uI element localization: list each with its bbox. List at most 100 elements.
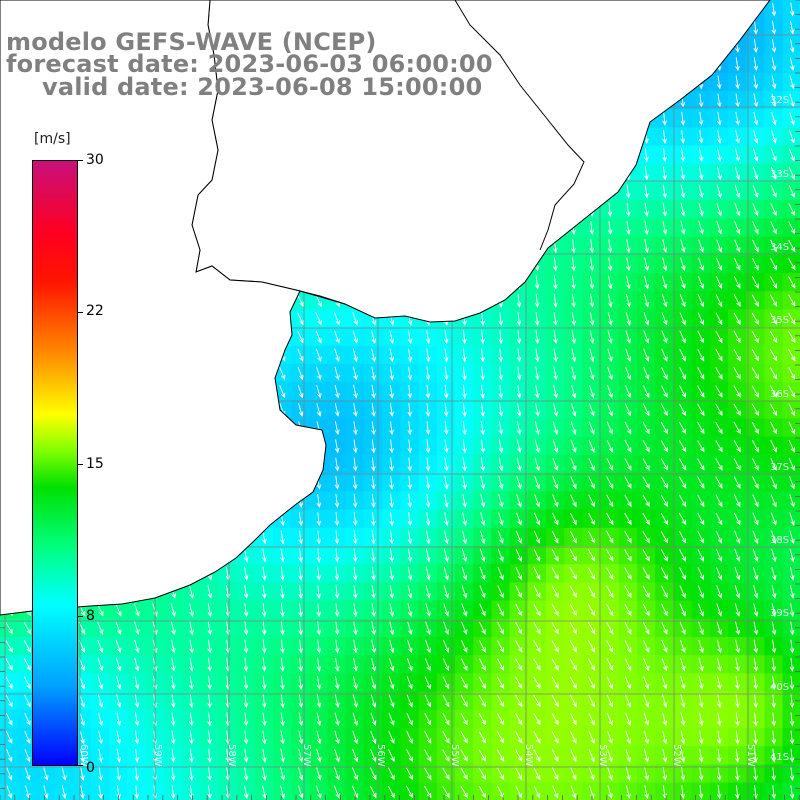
wind-speed-cell — [782, 72, 800, 92]
wind-speed-cell — [782, 564, 800, 583]
wind-arrow — [80, 767, 85, 781]
wind-speed-cell — [782, 182, 800, 201]
wind-arrow — [80, 785, 85, 800]
latitude-label: 34S — [770, 242, 789, 253]
wind-arrow — [189, 730, 194, 745]
wind-arrow — [43, 785, 49, 799]
wind-arrow — [6, 749, 13, 763]
wind-speed-cell — [782, 382, 800, 401]
wind-arrow — [134, 767, 140, 781]
wind-speed-cell — [782, 145, 800, 165]
wind-arrow — [171, 676, 176, 690]
wind-arrow — [170, 694, 176, 709]
colorbar-tick-22: 22 — [86, 303, 104, 319]
wind-arrow — [171, 639, 176, 654]
wind-speed-cell — [782, 127, 800, 147]
colorbar-tickmark — [78, 464, 83, 465]
wind-arrow — [97, 676, 104, 690]
longitude-label: 56W — [375, 744, 386, 767]
wind-arrow — [98, 767, 103, 781]
colorbar-tick-0: 0 — [86, 760, 95, 776]
wind-arrow — [170, 730, 176, 745]
wind-speed-cell — [400, 782, 420, 800]
wind-speed-cell — [382, 782, 401, 800]
wind-speed-cell — [782, 509, 800, 529]
wind-speed-cell — [782, 291, 800, 310]
wind-arrow — [24, 694, 31, 708]
wind-arrow — [97, 639, 104, 654]
wind-arrow — [134, 694, 140, 709]
wind-arrow — [189, 766, 194, 782]
wind-arrow — [189, 657, 194, 672]
wind-speed-cell — [436, 782, 456, 800]
wind-arrow — [134, 712, 140, 727]
wind-speed-cell — [782, 163, 800, 183]
wind-arrow — [98, 712, 104, 727]
wind-arrow — [79, 730, 85, 745]
wind-speed-cell — [473, 782, 492, 800]
wind-arrow — [189, 603, 195, 617]
wind-arrow — [24, 749, 31, 763]
longitude-label: 59W — [152, 744, 163, 767]
wind-arrow — [115, 639, 122, 654]
wind-speed-cell — [782, 582, 800, 602]
wind-arrow — [170, 748, 176, 763]
wind-arrow — [5, 658, 13, 671]
wind-arrow — [5, 640, 13, 653]
colorbar-tickmark — [78, 765, 83, 766]
wind-speed-cell — [782, 546, 800, 565]
longitude-label: 52W — [671, 744, 682, 767]
colorbar-tickmark — [78, 616, 83, 617]
wind-speed-cell — [782, 254, 800, 274]
wind-arrow — [170, 766, 176, 782]
wind-arrow — [134, 730, 140, 745]
wind-speed-cell — [782, 364, 800, 383]
latitude-label: 38S — [770, 535, 789, 546]
longitude-label: 58W — [226, 744, 237, 767]
wind-arrow — [170, 603, 176, 618]
wind-arrow — [170, 785, 176, 800]
wind-arrow — [189, 785, 194, 800]
wind-arrow — [5, 676, 13, 690]
colorbar-tick-30: 30 — [86, 152, 104, 168]
colorbar-tickmark — [78, 160, 83, 161]
wind-arrow — [97, 658, 104, 672]
wind-arrow — [115, 621, 122, 635]
wind-speed-cell — [782, 345, 800, 365]
wind-arrow — [23, 676, 31, 690]
latitude-label: 40S — [770, 682, 789, 693]
wind-arrow — [24, 730, 31, 745]
wind-speed-cell — [782, 327, 800, 347]
wind-speed-cell — [782, 36, 800, 56]
wind-arrow — [97, 694, 104, 708]
wind-speed-cell — [782, 400, 800, 420]
wind-arrow — [134, 785, 140, 800]
wind-speed-cell — [782, 455, 800, 474]
wind-arrow — [189, 621, 194, 636]
wind-arrow — [116, 785, 122, 800]
wind-arrow — [6, 785, 13, 799]
wind-arrow — [98, 785, 103, 800]
wind-speed-cell — [782, 418, 800, 438]
wind-arrow — [133, 603, 140, 617]
wind-arrow — [170, 712, 176, 727]
longitude-label: 57W — [301, 744, 312, 767]
wind-arrow — [116, 676, 122, 690]
wind-arrow — [134, 676, 140, 690]
latitude-label: 32S — [770, 95, 789, 106]
wind-arrow — [115, 603, 122, 617]
wind-arrow — [134, 639, 140, 654]
latitude-label: 39S — [770, 608, 789, 619]
wind-speed-cell — [782, 91, 800, 110]
wind-arrow — [61, 785, 67, 800]
longitude-label: 55W — [449, 744, 460, 767]
wind-arrow — [116, 748, 122, 763]
wind-arrow — [116, 767, 122, 781]
wind-arrow — [189, 585, 195, 599]
wind-arrow — [5, 622, 13, 635]
wind-speed-cell — [782, 473, 800, 492]
latitude-label: 37S — [770, 462, 789, 473]
wind-arrow — [171, 657, 176, 672]
wind-speed-cell — [782, 527, 800, 547]
